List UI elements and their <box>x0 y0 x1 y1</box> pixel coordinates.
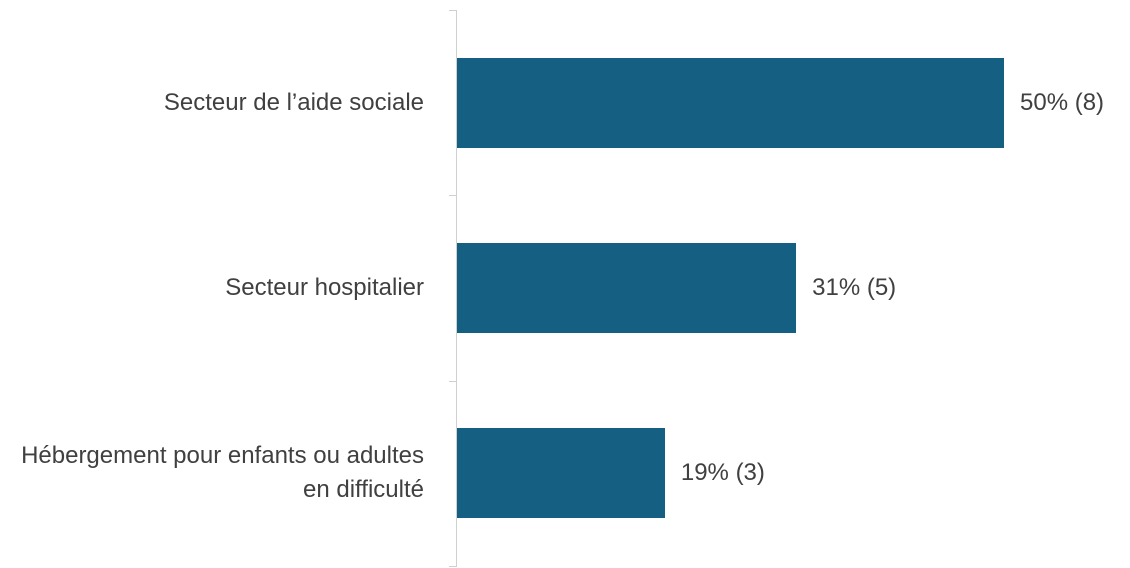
axis-tick <box>449 195 457 197</box>
axis-tick <box>449 10 457 11</box>
value-label: 31% (5) <box>812 274 897 301</box>
axis-tick <box>449 566 457 567</box>
category-label: Secteur de l’aide sociale <box>163 88 424 116</box>
value-label: 19% (3) <box>680 459 765 487</box>
value-label: 50% (8) <box>1020 88 1105 116</box>
axis-line <box>456 10 457 566</box>
category-label: Secteur hospitalier <box>225 274 424 301</box>
category-label: Hébergement pour enfants ou adultes en d… <box>21 442 424 504</box>
bar <box>457 243 797 333</box>
bar <box>457 57 1004 148</box>
axis-tick <box>449 380 457 382</box>
bar <box>457 428 665 519</box>
